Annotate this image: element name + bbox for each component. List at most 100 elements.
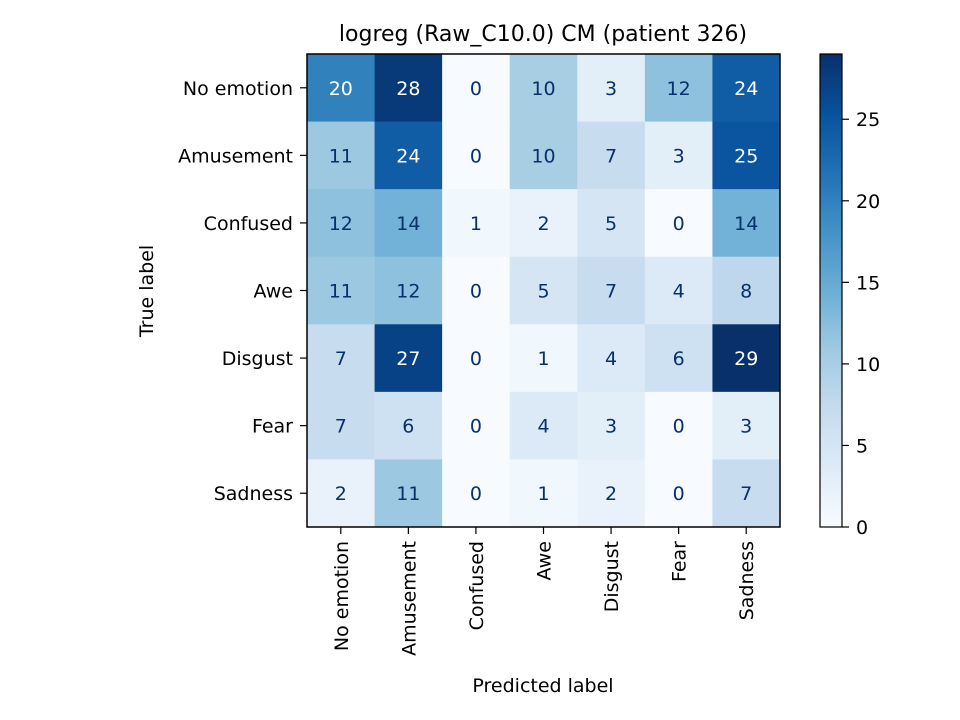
heatmap-cell bbox=[374, 121, 443, 190]
y-tick-label: Sadness bbox=[214, 483, 293, 505]
cell-value-label: 7 bbox=[605, 145, 617, 167]
heatmap-cell bbox=[307, 256, 376, 325]
cell-value-label: 3 bbox=[605, 416, 617, 438]
heatmap-cell bbox=[307, 459, 376, 528]
cell-value-label: 4 bbox=[605, 348, 617, 370]
cell-value-label: 8 bbox=[740, 281, 752, 303]
heatmap-cell bbox=[374, 459, 443, 528]
x-axis-label: Predicted label bbox=[472, 675, 613, 697]
heatmap-cell bbox=[644, 256, 713, 325]
cell-value-label: 4 bbox=[673, 281, 685, 303]
cell-value-label: 12 bbox=[396, 281, 420, 303]
cell-value-label: 7 bbox=[605, 281, 617, 303]
heatmap-cell bbox=[307, 189, 376, 258]
heatmap-cell bbox=[509, 54, 578, 123]
heatmap-cell bbox=[509, 189, 578, 258]
cell-value-label: 3 bbox=[605, 78, 617, 100]
heatmap-cell bbox=[374, 256, 443, 325]
colorbar-tick-label: 10 bbox=[856, 354, 880, 376]
cell-value-label: 1 bbox=[537, 483, 549, 505]
colorbar-tick-label: 15 bbox=[856, 272, 880, 294]
cell-value-label: 7 bbox=[740, 483, 752, 505]
y-tick-label: Confused bbox=[204, 213, 293, 235]
heatmap-cell bbox=[577, 54, 646, 123]
cell-value-label: 0 bbox=[470, 416, 482, 438]
cell-value-label: 12 bbox=[667, 78, 691, 100]
x-axis-ticks: No emotion Amusement Confused Awe Disgust Fea… bbox=[331, 527, 758, 656]
cell-value-label: 0 bbox=[470, 348, 482, 370]
colorbar bbox=[819, 53, 843, 528]
heatmap-cell bbox=[577, 121, 646, 190]
cell-value-label: 6 bbox=[402, 416, 414, 438]
colorbar-tick-label: 0 bbox=[856, 517, 868, 539]
y-tick-label: Awe bbox=[254, 281, 293, 303]
heatmap-cell bbox=[509, 324, 578, 393]
x-tick-label: Amusement bbox=[398, 541, 420, 656]
cell-value-label: 20 bbox=[329, 78, 353, 100]
heatmap-cell bbox=[577, 324, 646, 393]
heatmap-cell bbox=[644, 54, 713, 123]
colorbar-tick-label: 20 bbox=[856, 191, 880, 213]
cell-value-label: 11 bbox=[396, 483, 420, 505]
heatmap-cell bbox=[442, 324, 511, 393]
cell-value-label: 0 bbox=[673, 483, 685, 505]
heatmap-cell bbox=[307, 54, 376, 123]
y-tick-label: Disgust bbox=[222, 348, 293, 370]
cell-value-label: 29 bbox=[734, 348, 758, 370]
cell-value-label: 0 bbox=[470, 145, 482, 167]
heatmap-cell bbox=[374, 54, 443, 123]
cell-value-label: 24 bbox=[396, 145, 420, 167]
cell-value-label: 6 bbox=[673, 348, 685, 370]
cell-value-label: 12 bbox=[329, 213, 353, 235]
heatmap-cell bbox=[712, 189, 781, 258]
cell-value-label: 14 bbox=[396, 213, 420, 235]
heatmap-cells bbox=[307, 54, 781, 528]
cell-value-label: 2 bbox=[537, 213, 549, 235]
cell-value-label: 28 bbox=[396, 78, 420, 100]
heatmap-cell bbox=[712, 54, 781, 123]
y-tick-label: No emotion bbox=[183, 78, 293, 100]
cell-value-label: 3 bbox=[740, 416, 752, 438]
chart-title: logreg (Raw_C10.0) CM (patient 326) bbox=[339, 22, 747, 47]
y-axis-ticks: No emotion Amusement Confused Awe Disgust Fea… bbox=[178, 78, 307, 505]
heatmap-cell bbox=[712, 459, 781, 528]
heatmap-cell bbox=[442, 459, 511, 528]
heatmap-cell bbox=[644, 459, 713, 528]
x-tick-label: Fear bbox=[669, 541, 691, 582]
heatmap-cell bbox=[374, 391, 443, 460]
cell-value-label: 7 bbox=[335, 348, 347, 370]
cell-value-label: 2 bbox=[335, 483, 347, 505]
cell-value-label: 3 bbox=[673, 145, 685, 167]
heatmap-cell bbox=[442, 391, 511, 460]
heatmap-cell bbox=[307, 391, 376, 460]
x-tick-label: Awe bbox=[534, 541, 556, 580]
heatmap-cell bbox=[442, 189, 511, 258]
heatmap-cell bbox=[374, 324, 443, 393]
cell-value-label: 27 bbox=[396, 348, 420, 370]
cell-value-label: 11 bbox=[329, 145, 353, 167]
cell-value-label: 7 bbox=[335, 416, 347, 438]
heatmap-cell bbox=[442, 54, 511, 123]
colorbar-ticks: 0 5 10 15 20 25 bbox=[842, 109, 880, 539]
y-axis-label: True label bbox=[136, 245, 158, 338]
cell-value-label: 5 bbox=[537, 281, 549, 303]
heatmap-cell bbox=[644, 324, 713, 393]
heatmap-cell bbox=[307, 324, 376, 393]
cell-value-label: 0 bbox=[470, 78, 482, 100]
cell-value-label: 2 bbox=[605, 483, 617, 505]
cell-value-label: 4 bbox=[537, 416, 549, 438]
colorbar-tick-label: 5 bbox=[856, 435, 868, 457]
cell-value-label: 0 bbox=[470, 281, 482, 303]
heatmap-cell bbox=[509, 256, 578, 325]
cell-value-label: 0 bbox=[470, 483, 482, 505]
cell-value-label: 1 bbox=[537, 348, 549, 370]
heatmap-cell bbox=[442, 121, 511, 190]
colorbar-tick-label: 25 bbox=[856, 109, 880, 131]
x-tick-label: Confused bbox=[466, 541, 488, 630]
heatmap-cell bbox=[509, 121, 578, 190]
heatmap-cell bbox=[509, 391, 578, 460]
heatmap-cell bbox=[644, 391, 713, 460]
heatmap-cell bbox=[577, 256, 646, 325]
